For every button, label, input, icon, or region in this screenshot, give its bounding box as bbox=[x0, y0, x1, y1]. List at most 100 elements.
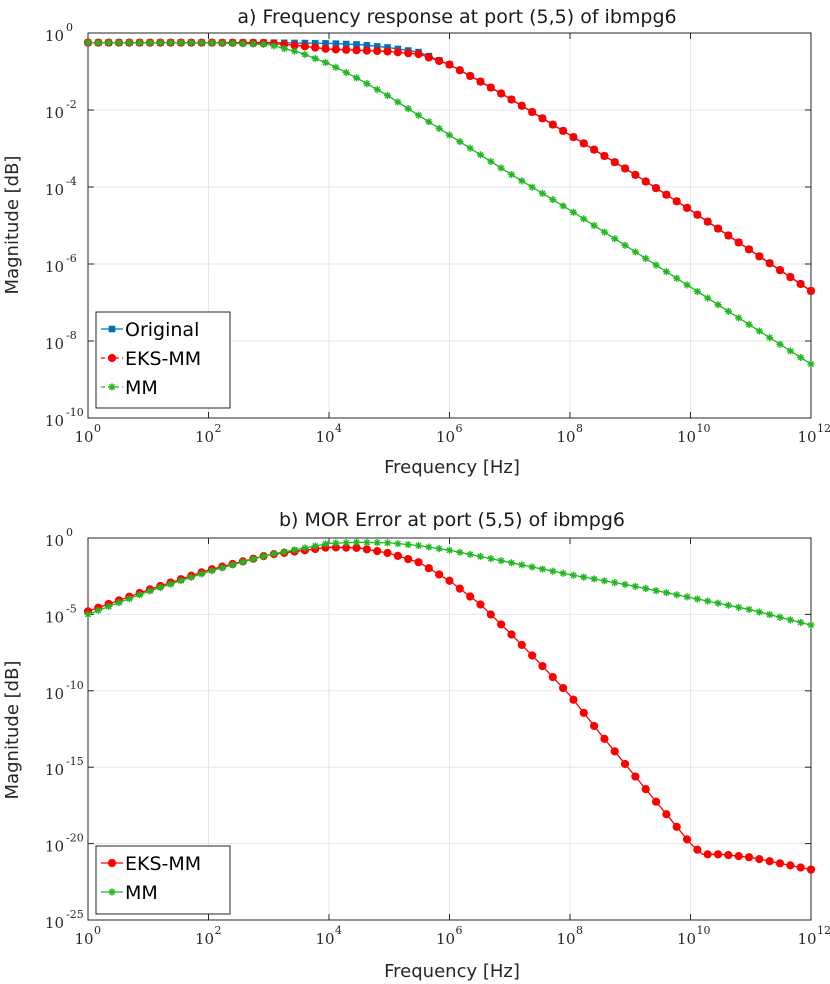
x-tick-label: 10 bbox=[74, 428, 93, 446]
data-marker bbox=[270, 550, 278, 558]
data-marker bbox=[425, 543, 433, 551]
data-marker bbox=[435, 570, 444, 579]
x-tick-exponent: 8 bbox=[576, 422, 583, 435]
data-marker bbox=[301, 544, 309, 552]
data-marker bbox=[445, 60, 454, 69]
data-marker bbox=[631, 248, 640, 256]
y-tick-exponent: -20 bbox=[66, 832, 84, 845]
y-tick-exponent: -25 bbox=[66, 908, 84, 921]
data-marker bbox=[693, 287, 701, 296]
data-marker bbox=[682, 835, 692, 844]
legend-label: EKS-MM bbox=[125, 853, 201, 875]
data-marker bbox=[693, 210, 702, 219]
data-marker bbox=[456, 548, 464, 556]
data-marker bbox=[455, 584, 464, 593]
data-marker bbox=[693, 845, 702, 854]
data-marker bbox=[580, 573, 588, 581]
data-marker bbox=[734, 238, 743, 247]
data-marker bbox=[507, 170, 516, 179]
data-marker bbox=[280, 44, 288, 53]
y-tick-exponent: 0 bbox=[66, 526, 73, 539]
data-marker bbox=[146, 587, 154, 595]
series-line bbox=[88, 41, 812, 365]
data-marker bbox=[394, 98, 402, 106]
legend-label: Original bbox=[125, 319, 199, 341]
data-marker bbox=[394, 540, 402, 548]
x-tick-label: 10 bbox=[315, 428, 334, 446]
x-tick-exponent: 0 bbox=[94, 924, 101, 937]
data-marker bbox=[311, 43, 320, 52]
data-marker bbox=[435, 56, 444, 66]
y-tick-exponent: -8 bbox=[66, 329, 77, 342]
x-tick-label: 10 bbox=[556, 930, 575, 948]
data-marker bbox=[528, 651, 537, 660]
data-marker bbox=[280, 548, 288, 556]
x-tick-label: 10 bbox=[195, 428, 214, 446]
data-marker bbox=[631, 170, 640, 179]
data-marker bbox=[311, 54, 319, 63]
data-marker bbox=[94, 39, 102, 47]
data-marker bbox=[786, 616, 794, 624]
data-marker bbox=[393, 551, 402, 560]
data-marker bbox=[673, 274, 681, 282]
data-marker bbox=[673, 591, 681, 599]
data-marker bbox=[611, 579, 619, 587]
data-marker bbox=[425, 118, 433, 126]
data-marker bbox=[528, 107, 537, 117]
data-marker bbox=[766, 334, 774, 342]
chart-a-title: a) Frequency response at port (5,5) of i… bbox=[237, 6, 676, 28]
data-marker bbox=[259, 552, 268, 560]
data-marker bbox=[363, 80, 371, 88]
data-marker bbox=[476, 600, 485, 609]
panel-b: b) MOR Error at port (5,5) of ibmpg6 Fre… bbox=[2, 509, 830, 982]
data-marker bbox=[455, 66, 464, 75]
data-marker bbox=[528, 563, 536, 571]
data-marker bbox=[549, 567, 557, 575]
data-marker bbox=[631, 772, 640, 781]
data-marker bbox=[580, 215, 588, 223]
data-marker bbox=[290, 546, 299, 554]
data-marker bbox=[414, 49, 423, 59]
x-tick-exponent: 2 bbox=[215, 924, 222, 937]
data-marker bbox=[713, 850, 723, 859]
data-marker bbox=[373, 85, 381, 94]
data-marker bbox=[125, 39, 133, 47]
data-marker bbox=[611, 235, 619, 243]
data-marker bbox=[373, 46, 382, 56]
data-marker bbox=[435, 545, 443, 553]
data-marker bbox=[146, 39, 154, 47]
y-tick-label: 10 bbox=[45, 761, 64, 779]
data-marker bbox=[424, 53, 433, 62]
legend-marker bbox=[107, 353, 117, 363]
data-marker bbox=[600, 734, 609, 743]
data-marker bbox=[331, 45, 340, 54]
series-a-mm bbox=[84, 39, 815, 368]
legend-b: EKS-MM MM bbox=[95, 845, 231, 915]
y-tick-exponent: -5 bbox=[66, 602, 77, 615]
y-tick-label: 10 bbox=[45, 258, 64, 276]
data-marker bbox=[362, 46, 371, 55]
chart-a-ylabel: Magnitude [dB] bbox=[2, 156, 23, 295]
data-marker bbox=[600, 151, 609, 161]
legend-marker bbox=[108, 888, 116, 896]
data-marker bbox=[167, 39, 175, 47]
x-tick-label: 10 bbox=[195, 930, 214, 948]
data-marker bbox=[518, 561, 526, 569]
data-marker bbox=[652, 587, 660, 595]
data-marker bbox=[590, 575, 598, 583]
data-marker bbox=[713, 224, 723, 233]
data-marker bbox=[414, 541, 423, 550]
data-marker bbox=[703, 217, 712, 226]
data-marker bbox=[766, 611, 774, 619]
data-marker bbox=[383, 539, 392, 547]
data-marker bbox=[404, 541, 412, 549]
data-marker bbox=[590, 145, 599, 154]
data-marker bbox=[466, 144, 474, 152]
data-marker bbox=[621, 241, 629, 249]
x-tick-label: 10 bbox=[677, 428, 696, 446]
x-tick-exponent: 4 bbox=[335, 924, 342, 937]
data-marker bbox=[94, 606, 102, 615]
series-b-mm bbox=[84, 538, 815, 629]
data-marker bbox=[507, 95, 516, 104]
data-marker bbox=[136, 591, 144, 599]
